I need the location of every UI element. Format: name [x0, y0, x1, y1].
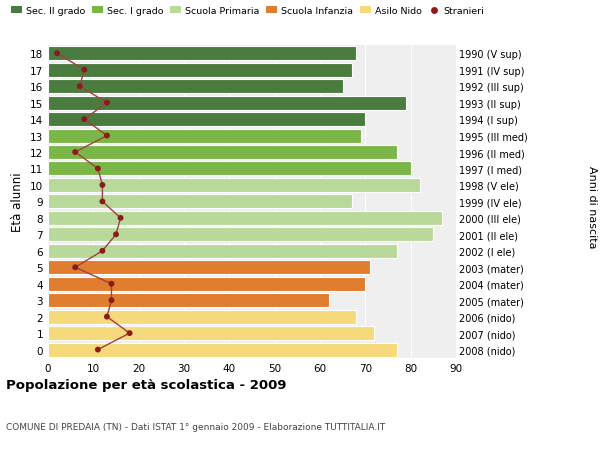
- Bar: [48, 80, 343, 94]
- Point: [116, 215, 125, 222]
- Point: [102, 133, 112, 140]
- Bar: [48, 129, 361, 143]
- Point: [107, 297, 116, 304]
- Point: [102, 100, 112, 107]
- Point: [52, 50, 62, 58]
- Point: [125, 330, 134, 337]
- Bar: [48, 294, 329, 308]
- Point: [75, 83, 85, 90]
- Bar: [48, 96, 406, 110]
- Point: [102, 313, 112, 321]
- Bar: [48, 47, 356, 61]
- Point: [93, 165, 103, 173]
- Point: [70, 149, 80, 157]
- Bar: [48, 343, 397, 357]
- Text: Popolazione per età scolastica - 2009: Popolazione per età scolastica - 2009: [6, 378, 287, 391]
- Point: [98, 247, 107, 255]
- Bar: [48, 195, 352, 209]
- Bar: [48, 228, 433, 242]
- Bar: [48, 146, 397, 160]
- Bar: [48, 244, 397, 258]
- Point: [79, 67, 89, 74]
- Bar: [48, 326, 374, 341]
- Point: [98, 182, 107, 189]
- Legend: Sec. II grado, Sec. I grado, Scuola Primaria, Scuola Infanzia, Asilo Nido, Stran: Sec. II grado, Sec. I grado, Scuola Prim…: [11, 7, 484, 16]
- Point: [111, 231, 121, 239]
- Bar: [48, 179, 420, 192]
- Text: Anni di nascita: Anni di nascita: [587, 165, 597, 248]
- Point: [79, 116, 89, 123]
- Bar: [48, 113, 365, 127]
- Point: [70, 264, 80, 271]
- Point: [98, 198, 107, 206]
- Point: [107, 280, 116, 288]
- Bar: [48, 162, 410, 176]
- Bar: [48, 261, 370, 274]
- Bar: [48, 277, 365, 291]
- Bar: [48, 310, 356, 324]
- Bar: [48, 63, 352, 78]
- Y-axis label: Età alunni: Età alunni: [11, 172, 25, 232]
- Text: COMUNE DI PREDAIA (TN) - Dati ISTAT 1° gennaio 2009 - Elaborazione TUTTITALIA.IT: COMUNE DI PREDAIA (TN) - Dati ISTAT 1° g…: [6, 422, 385, 431]
- Point: [93, 346, 103, 353]
- Bar: [48, 212, 442, 225]
